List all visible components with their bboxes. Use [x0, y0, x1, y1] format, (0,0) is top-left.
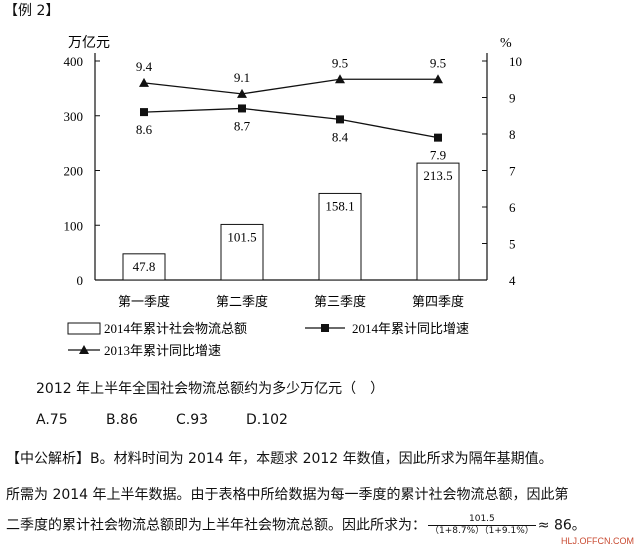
- line-2013-value-label: 9.1: [234, 70, 250, 85]
- square-marker: [140, 108, 148, 117]
- right-tick-label: 5: [509, 237, 516, 252]
- right-tick-label: 7: [509, 164, 516, 179]
- analysis-line-3-prefix: 二季度的累计社会物流总额即为上半年社会物流总额。因此所求为：: [6, 517, 426, 534]
- bar: [122, 253, 166, 281]
- left-tick-label: 400: [64, 54, 84, 69]
- bar-value-label: 213.5: [423, 168, 452, 183]
- right-tick-label: 4: [509, 273, 516, 288]
- right-tick-label: 6: [509, 200, 516, 215]
- bar: [220, 223, 264, 281]
- category-label: 第二季度: [216, 294, 268, 309]
- series-line-2013: [143, 78, 438, 95]
- triangle-marker: [139, 77, 149, 87]
- right-tick-label: 9: [509, 91, 516, 106]
- square-marker: [434, 133, 442, 142]
- legend-2014-marker: [321, 324, 329, 332]
- triangle-marker: [237, 88, 247, 98]
- line-2014-value-label: 8.6: [136, 122, 153, 137]
- answer-options: A.75 B.86 C.93 D.102: [36, 412, 288, 428]
- square-marker: [336, 115, 344, 124]
- left-tick-label: 200: [64, 164, 84, 179]
- analysis-line-3-suffix: ≈ 86。: [537, 517, 586, 534]
- right-tick-label: 10: [509, 54, 522, 69]
- line-2013-value-label: 9.4: [136, 59, 153, 74]
- legend-bar-swatch: [67, 322, 101, 335]
- watermark-text: HLJ.OFFCN.COM: [561, 536, 634, 546]
- fraction-denominator: （1+8.7%）（1+9.1%）: [430, 526, 534, 536]
- category-label: 第三季度: [314, 294, 366, 309]
- line-2014-value-label: 8.7: [234, 118, 251, 133]
- analysis-line-1: 【中公解析】B。材料时间为 2014 年，本题求 2012 年数值，因此所求为隔…: [6, 451, 553, 467]
- bar-value-label: 101.5: [227, 229, 256, 244]
- option-d[interactable]: D.102: [246, 412, 288, 428]
- option-c[interactable]: C.93: [176, 412, 209, 428]
- analysis-line-2: 所需为 2014 年上半年数据。由于表格中所给数据为每一季度的累计社会物流总额，…: [6, 487, 569, 503]
- bar: [318, 192, 362, 281]
- option-a[interactable]: A.75: [36, 412, 68, 428]
- line-2013-value-label: 9.5: [332, 55, 348, 70]
- triangle-marker: [335, 74, 345, 84]
- fraction: 101.5 （1+8.7%）（1+9.1%）: [428, 514, 536, 537]
- triangle-marker: [433, 74, 443, 84]
- right-axis-unit: %: [500, 36, 512, 51]
- line-2013-value-label: 9.5: [430, 55, 446, 70]
- right-tick-label: 8: [509, 127, 516, 142]
- analysis-line-3: 二季度的累计社会物流总额即为上半年社会物流总额。因此所求为： 101.5 （1+8.…: [6, 514, 586, 537]
- left-tick-label: 300: [64, 109, 84, 124]
- question-text: 2012 年上半年全国社会物流总额约为多少万亿元（ ）: [36, 381, 385, 397]
- legend-2013-marker: [79, 345, 89, 354]
- line-2014-value-label: 7.9: [430, 148, 446, 163]
- left-axis-unit: 万亿元: [68, 35, 110, 51]
- legend-2013-label: 2013年累计同比增速: [104, 343, 221, 358]
- series-line-2014: [143, 107, 439, 139]
- line-2014-value-label: 8.4: [332, 129, 349, 144]
- square-marker: [238, 104, 246, 113]
- bar-value-label: 158.1: [325, 198, 354, 213]
- category-label: 第四季度: [412, 294, 464, 309]
- left-tick-label: 0: [77, 273, 84, 288]
- bar-value-label: 47.8: [133, 259, 156, 274]
- bar: [416, 162, 460, 281]
- option-b[interactable]: B.86: [106, 412, 138, 428]
- legend-2014-label: 2014年累计同比增速: [352, 321, 469, 336]
- combo-chart: 万亿元 % 0 100 200 300 400 4 5 6 7 8 9 10 47.8 101.5 158.1 2…: [64, 35, 523, 358]
- example-tag: 【例 2】: [4, 3, 60, 19]
- legend-bar-label: 2014年累计社会物流总额: [104, 321, 247, 336]
- category-label: 第一季度: [118, 294, 170, 309]
- left-tick-label: 100: [64, 218, 84, 233]
- fraction-numerator: 101.5: [428, 514, 536, 526]
